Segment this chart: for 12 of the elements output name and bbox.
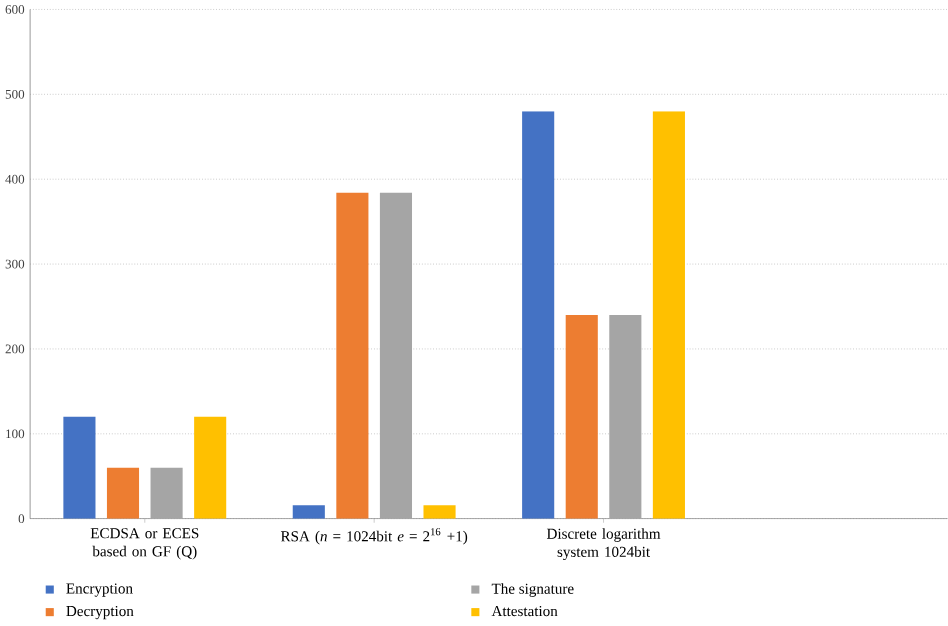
bar <box>292 504 325 519</box>
bar <box>423 504 456 519</box>
bar <box>63 416 96 519</box>
bar <box>652 111 685 519</box>
bar <box>609 314 642 519</box>
bar <box>565 314 598 519</box>
bar <box>336 192 369 519</box>
bar <box>106 467 140 519</box>
bar <box>194 416 227 519</box>
bar <box>522 111 555 519</box>
bar <box>379 192 413 519</box>
bar <box>150 467 183 519</box>
